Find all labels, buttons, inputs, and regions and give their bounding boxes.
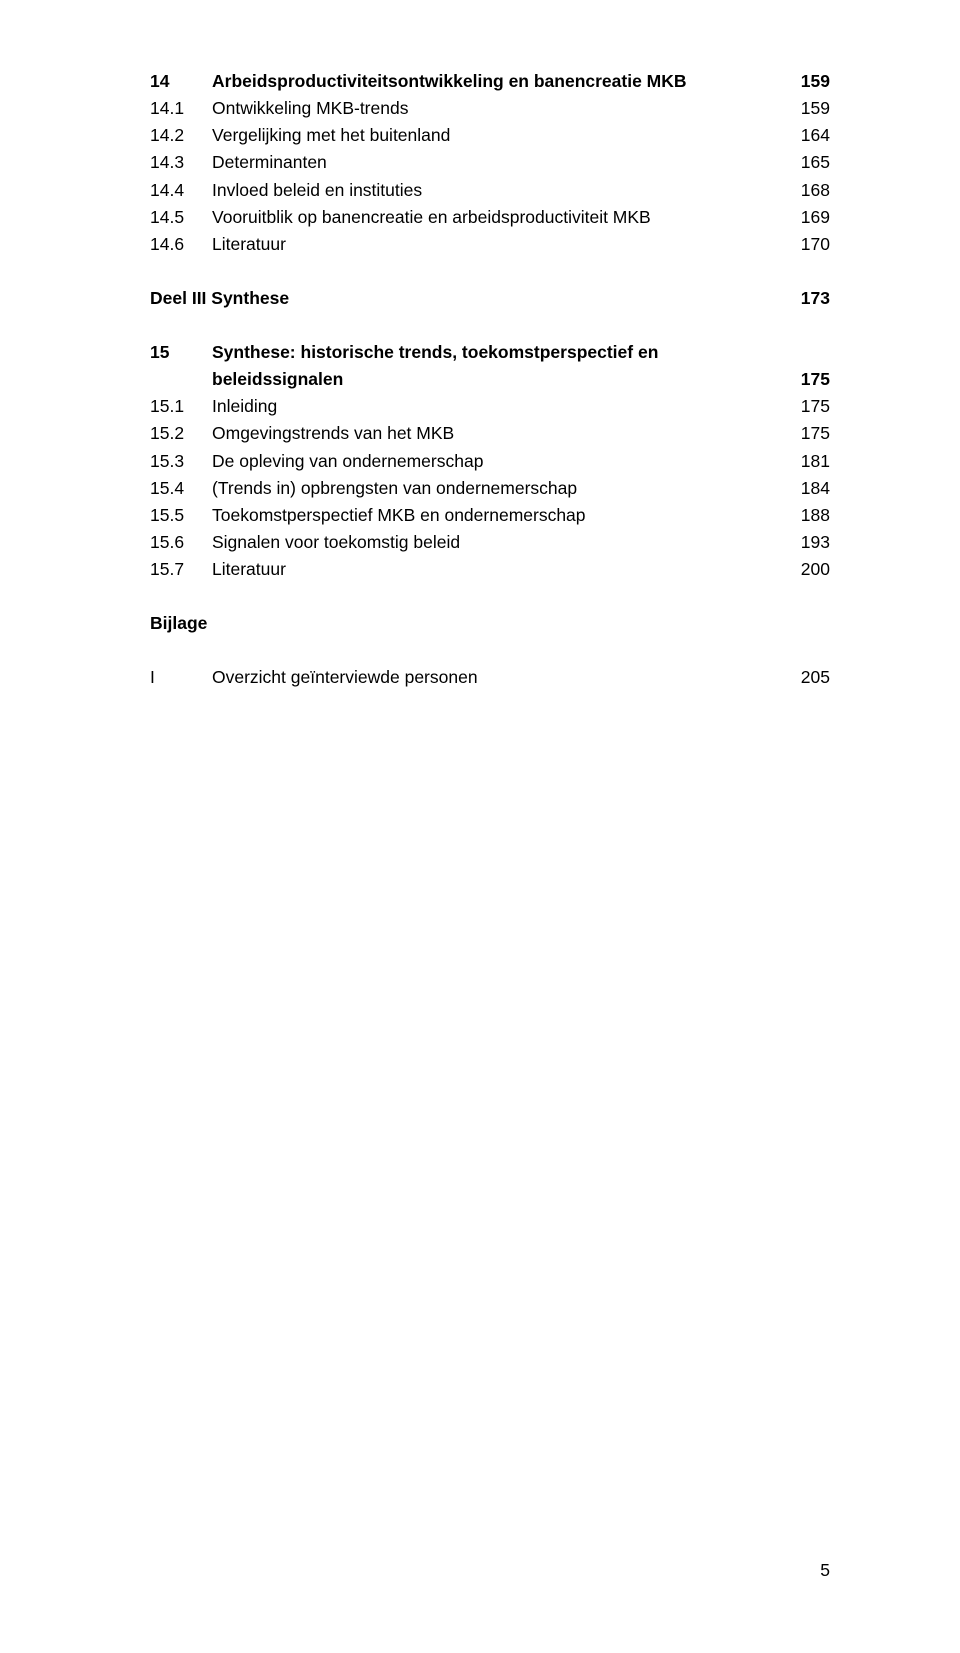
toc-row-15-5: 15.5 Toekomstperspectief MKB en ondernem… — [150, 502, 830, 529]
toc-row-14-2: 14.2 Vergelijking met het buitenland 164 — [150, 122, 830, 149]
toc-num: 14.6 — [150, 231, 212, 258]
toc-num: 14.3 — [150, 149, 212, 176]
toc-title: Invloed beleid en instituties — [212, 177, 422, 204]
toc-page: 175 — [801, 393, 830, 420]
toc-page: 169 — [801, 204, 830, 231]
toc-chapter-15-line1: 15 Synthese: historische trends, toekoms… — [150, 339, 830, 366]
toc-chapter-14: 14 Arbeidsproductiviteitsontwikkeling en… — [150, 68, 830, 95]
toc-page: 164 — [801, 122, 830, 149]
toc-row-15-2: 15.2 Omgevingstrends van het MKB 175 — [150, 420, 830, 447]
toc-row-15-3: 15.3 De opleving van ondernemerschap 181 — [150, 448, 830, 475]
toc-title: Vergelijking met het buitenland — [212, 122, 450, 149]
toc-title: Determinanten — [212, 149, 327, 176]
toc-title: Literatuur — [212, 231, 286, 258]
toc-chapter-15-page: 175 — [801, 366, 830, 393]
page-number: 5 — [820, 1560, 830, 1581]
toc-row-15-7: 15.7 Literatuur 200 — [150, 556, 830, 583]
toc-page: 168 — [801, 177, 830, 204]
toc-num: 15.4 — [150, 475, 212, 502]
toc-row-14-6: 14.6 Literatuur 170 — [150, 231, 830, 258]
toc-row-15-1: 15.1 Inleiding 175 — [150, 393, 830, 420]
toc-chapter-15-line2: beleidssignalen 175 — [150, 366, 830, 393]
toc-page: 205 — [801, 664, 830, 691]
toc-title: De opleving van ondernemerschap — [212, 448, 483, 475]
toc-page: 188 — [801, 502, 830, 529]
toc-page: 184 — [801, 475, 830, 502]
toc-part-3-page: 173 — [801, 285, 830, 312]
toc-chapter-15-title-l1: Synthese: historische trends, toekomstpe… — [212, 339, 658, 366]
toc-num: 15.5 — [150, 502, 212, 529]
toc-page: 193 — [801, 529, 830, 556]
toc-num: 15.2 — [150, 420, 212, 447]
toc-chapter-15-title-l2: beleidssignalen — [212, 366, 343, 393]
toc-title: Signalen voor toekomstig beleid — [212, 529, 460, 556]
toc-page: 200 — [801, 556, 830, 583]
toc-page: 175 — [801, 420, 830, 447]
toc-row-15-4: 15.4 (Trends in) opbrengsten van onderne… — [150, 475, 830, 502]
toc-row-14-1: 14.1 Ontwikkeling MKB-trends 159 — [150, 95, 830, 122]
toc-chapter-14-page: 159 — [801, 68, 830, 95]
toc-num: 14.5 — [150, 204, 212, 231]
toc-title: Toekomstperspectief MKB en ondernemersch… — [212, 502, 586, 529]
toc-num: 15.1 — [150, 393, 212, 420]
toc-title: Literatuur — [212, 556, 286, 583]
toc-row-14-4: 14.4 Invloed beleid en instituties 168 — [150, 177, 830, 204]
toc-chapter-14-num: 14 — [150, 68, 212, 95]
toc-row-14-3: 14.3 Determinanten 165 — [150, 149, 830, 176]
toc-title: Vooruitblik op banencreatie en arbeidspr… — [212, 204, 651, 231]
toc-title: Ontwikkeling MKB-trends — [212, 95, 408, 122]
toc-num: 14.4 — [150, 177, 212, 204]
toc-row-14-5: 14.5 Vooruitblik op banencreatie en arbe… — [150, 204, 830, 231]
toc-chapter-15-num: 15 — [150, 339, 212, 366]
toc-num: 14.1 — [150, 95, 212, 122]
toc-row-15-6: 15.6 Signalen voor toekomstig beleid 193 — [150, 529, 830, 556]
toc-page: 159 — [801, 95, 830, 122]
page: 14 Arbeidsproductiviteitsontwikkeling en… — [0, 0, 960, 1653]
toc-num: 15.3 — [150, 448, 212, 475]
toc-num: 15.6 — [150, 529, 212, 556]
toc-appendix-item-1: I Overzicht geïnterviewde personen 205 — [150, 664, 830, 691]
toc-title: (Trends in) opbrengsten van ondernemersc… — [212, 475, 577, 502]
toc-appendix-label: Bijlage — [150, 610, 207, 637]
toc-page: 170 — [801, 231, 830, 258]
toc-num: 14.2 — [150, 122, 212, 149]
toc-part-3-label: Deel III Synthese — [150, 285, 289, 312]
toc-num: 15.7 — [150, 556, 212, 583]
toc-chapter-14-title: Arbeidsproductiviteitsontwikkeling en ba… — [212, 68, 687, 95]
toc-part-3: Deel III Synthese 173 — [150, 285, 830, 312]
toc-title: Overzicht geïnterviewde personen — [212, 664, 478, 691]
toc-page: 181 — [801, 448, 830, 475]
toc-appendix-heading: Bijlage — [150, 610, 830, 637]
toc-title: Omgevingstrends van het MKB — [212, 420, 454, 447]
toc-title: Inleiding — [212, 393, 277, 420]
toc-page: 165 — [801, 149, 830, 176]
toc-num: I — [150, 664, 212, 691]
